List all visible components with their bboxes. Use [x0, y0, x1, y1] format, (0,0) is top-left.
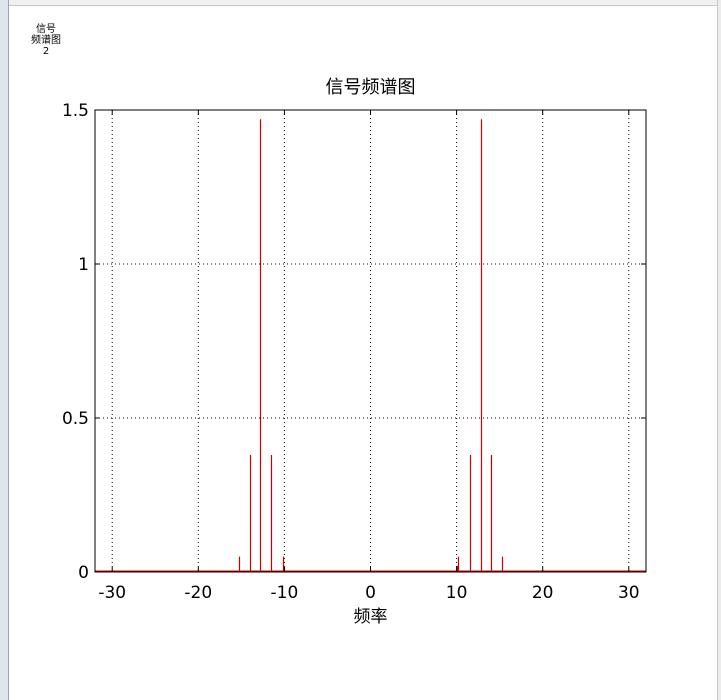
y-tick-label: 0 [78, 563, 89, 583]
figure-label-line3: 2 [42, 46, 50, 57]
y-tick-label: 1.5 [62, 101, 89, 121]
window-left-border [0, 0, 9, 700]
axis-ticks: -30 -20 -10 0 10 20 30 0 0.5 1 1.5 [62, 101, 646, 603]
x-tick-label: -30 [98, 583, 126, 603]
chart-title: 信号频谱图 [326, 77, 416, 98]
stem-series [95, 119, 646, 572]
x-tick-label: 20 [532, 583, 554, 603]
x-tick-label: 0 [365, 583, 376, 603]
figure-label-line2: 频谱图 [31, 35, 61, 46]
x-axis-label: 频率 [354, 607, 388, 627]
x-tick-label: -20 [184, 583, 212, 603]
x-tick-label: -10 [271, 583, 299, 603]
y-tick-label: 0.5 [62, 409, 89, 429]
figure-label[interactable]: 信号 频谱图 2 [22, 24, 70, 57]
window-right-border [717, 0, 721, 700]
x-tick-label: 30 [618, 583, 640, 603]
window-top-border [0, 0, 721, 6]
figure-label-line1: 信号 [36, 24, 56, 35]
x-tick-label: 10 [446, 583, 468, 603]
y-tick-label: 1 [78, 255, 89, 275]
grid-lines [95, 110, 646, 572]
